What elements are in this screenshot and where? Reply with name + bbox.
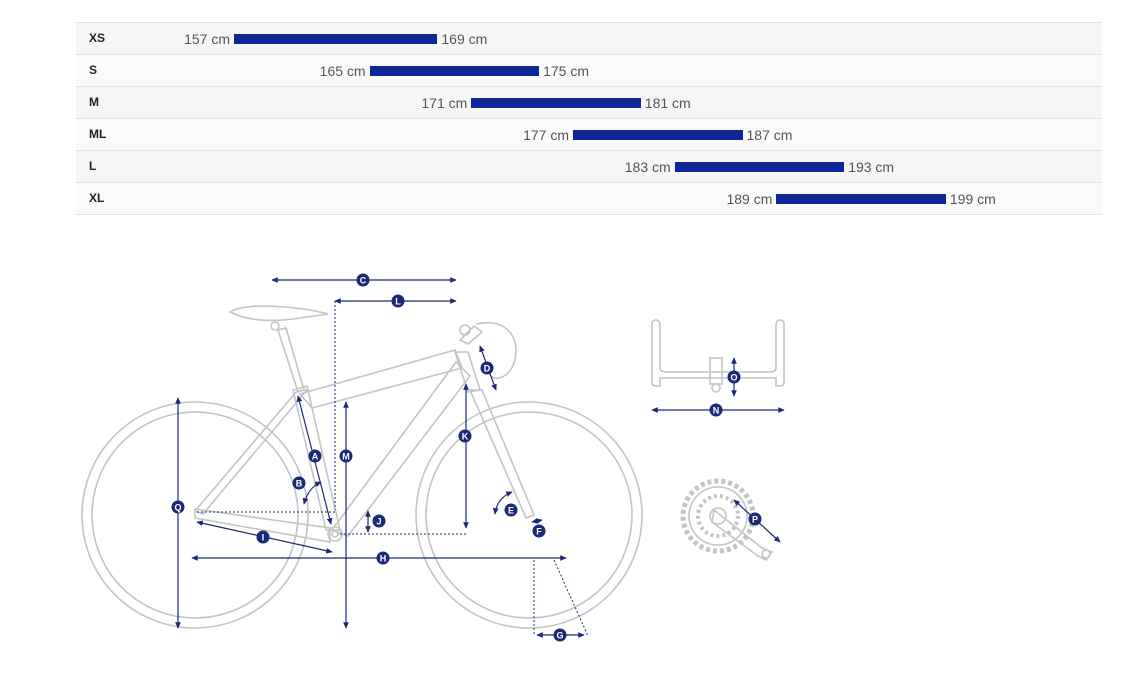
height-range-bar bbox=[674, 162, 845, 172]
marker-f: F bbox=[532, 524, 546, 538]
rider-height-size-chart: XS 157 cm 169 cm S 165 cm 175 cm M 171 c… bbox=[76, 22, 1102, 215]
min-height-label: 177 cm bbox=[523, 127, 569, 143]
max-height-label: 181 cm bbox=[644, 95, 691, 111]
marker-c: C bbox=[356, 273, 370, 287]
svg-text:G: G bbox=[556, 631, 563, 641]
height-range-bar bbox=[776, 194, 946, 204]
marker-b: B bbox=[292, 476, 306, 490]
size-row: XL 189 cm 199 cm bbox=[76, 183, 1102, 215]
svg-text:B: B bbox=[296, 479, 303, 489]
size-label: S bbox=[89, 63, 98, 77]
size-label: XS bbox=[89, 31, 106, 45]
svg-text:J: J bbox=[376, 517, 381, 527]
marker-p: P bbox=[748, 512, 762, 526]
marker-e: E bbox=[504, 503, 518, 517]
marker-l: L bbox=[391, 294, 405, 308]
size-label: ML bbox=[89, 127, 107, 141]
max-height-label: 199 cm bbox=[949, 191, 996, 207]
marker-o: O bbox=[727, 370, 741, 384]
svg-text:P: P bbox=[752, 515, 758, 525]
marker-k: K bbox=[458, 429, 472, 443]
min-height-label: 189 cm bbox=[726, 191, 773, 207]
size-label: L bbox=[89, 159, 97, 173]
marker-q: Q bbox=[171, 500, 185, 514]
marker-j: J bbox=[372, 514, 386, 528]
size-label: M bbox=[89, 95, 99, 109]
bike-outline bbox=[81, 305, 643, 629]
svg-text:F: F bbox=[536, 527, 542, 537]
height-range-bar bbox=[471, 98, 641, 108]
svg-text:Q: Q bbox=[174, 503, 181, 513]
size-row: M 171 cm 181 cm bbox=[76, 87, 1102, 119]
svg-text:O: O bbox=[730, 373, 737, 383]
marker-i: I bbox=[256, 530, 270, 544]
size-label: XL bbox=[89, 191, 105, 205]
marker-d: D bbox=[480, 361, 494, 375]
height-range-bar bbox=[234, 34, 438, 44]
reference-lines bbox=[197, 301, 589, 637]
min-height-label: 157 cm bbox=[184, 31, 230, 47]
marker-n: N bbox=[709, 403, 723, 417]
max-height-label: 175 cm bbox=[543, 63, 590, 79]
min-height-label: 165 cm bbox=[319, 63, 366, 79]
svg-text:K: K bbox=[462, 432, 469, 442]
marker-h: H bbox=[376, 551, 390, 565]
svg-text:H: H bbox=[380, 554, 387, 564]
svg-text:E: E bbox=[508, 506, 514, 516]
max-height-label: 187 cm bbox=[746, 127, 793, 143]
size-row: ML 177 cm 187 cm bbox=[76, 119, 1102, 151]
min-height-label: 183 cm bbox=[624, 159, 671, 175]
marker-g: G bbox=[553, 628, 567, 642]
marker-a: A bbox=[308, 449, 322, 463]
size-row: L 183 cm 193 cm bbox=[76, 151, 1102, 183]
size-row: XS 157 cm 169 cm bbox=[76, 23, 1102, 55]
svg-text:C: C bbox=[360, 276, 367, 286]
svg-text:M: M bbox=[342, 452, 350, 462]
max-height-label: 169 cm bbox=[441, 31, 488, 47]
size-row: S 165 cm 175 cm bbox=[76, 55, 1102, 87]
geometry-markers: A B C D E F G H I J K L M N O P Q bbox=[171, 273, 762, 642]
svg-text:D: D bbox=[484, 364, 491, 374]
svg-text:A: A bbox=[312, 452, 319, 462]
min-height-label: 171 cm bbox=[421, 95, 468, 111]
front-wheel bbox=[415, 401, 643, 629]
max-height-label: 193 cm bbox=[848, 159, 895, 175]
height-range-bar bbox=[369, 66, 540, 76]
handlebar-top-view bbox=[651, 319, 785, 393]
marker-m: M bbox=[339, 449, 353, 463]
svg-text:N: N bbox=[713, 406, 720, 416]
svg-text:L: L bbox=[395, 297, 401, 307]
height-range-bar bbox=[573, 130, 743, 140]
svg-text:I: I bbox=[262, 533, 265, 543]
